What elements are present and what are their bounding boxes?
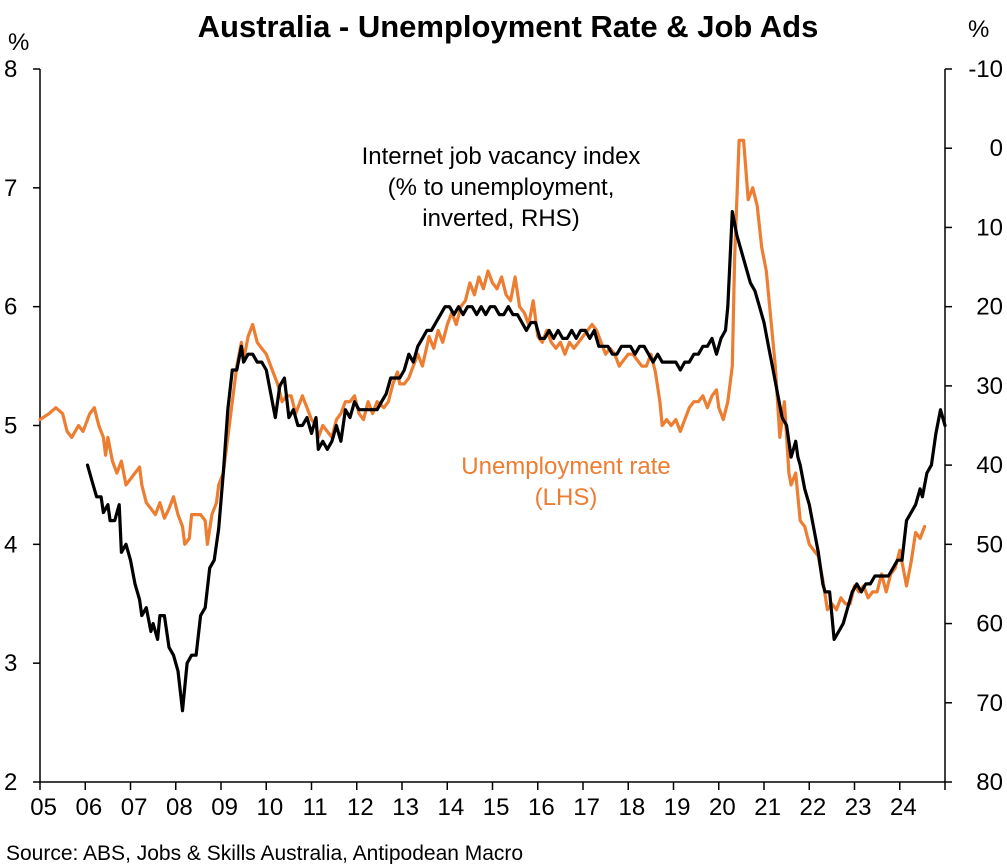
- x-tick-label: 05: [30, 794, 57, 821]
- right-tick-label: 30: [976, 373, 1003, 400]
- source-note: Source: ABS, Jobs & Skills Australia, An…: [6, 842, 523, 864]
- right-axis: -10 0 10 20 30 40 50 60 70 80: [944, 56, 1003, 796]
- x-tick-label: 17: [573, 794, 600, 821]
- right-axis-unit: %: [968, 16, 989, 43]
- x-tick-label: 11: [303, 794, 328, 821]
- series-layer: [38, 138, 947, 713]
- right-tick-label: 80: [976, 769, 1003, 796]
- left-tick-label: 4: [4, 531, 17, 558]
- left-axis-unit: %: [8, 29, 29, 56]
- x-axis: 05 06 07 08 09 10 11 12 13 14 15 16 17 18 19 20 21 22 23 24: [30, 781, 946, 821]
- x-tick-label: 18: [619, 794, 646, 821]
- x-tick-label: 19: [664, 794, 691, 821]
- x-tick-label: 21: [754, 794, 781, 821]
- x-tick-label: 15: [483, 794, 510, 821]
- right-tick-label: -10: [968, 56, 1003, 83]
- right-tick-label: 20: [976, 294, 1003, 321]
- left-tick-label: 7: [4, 175, 17, 202]
- right-tick-label: 0: [990, 135, 1003, 162]
- right-tick-label: 60: [976, 611, 1003, 638]
- x-tick-label: 20: [709, 794, 736, 821]
- right-tick-label: 50: [976, 531, 1003, 558]
- x-tick-label: 22: [800, 794, 827, 821]
- job-ads-annotation-line-3: inverted, RHS): [422, 205, 579, 232]
- job-ads-annotation: Internet job vacancy index (% to unemplo…: [362, 143, 641, 232]
- job-ads-annotation-line-2: (% to unemployment,: [388, 174, 615, 201]
- right-tick-label: 10: [976, 214, 1003, 241]
- right-tick-label: 70: [976, 690, 1003, 717]
- chart-title: Australia - Unemployment Rate & Job Ads: [198, 9, 819, 44]
- x-tick-label: 16: [528, 794, 555, 821]
- x-tick-label: 12: [347, 794, 374, 821]
- x-tick-label: 14: [438, 794, 465, 821]
- x-tick-label: 06: [76, 794, 103, 821]
- left-tick-label: 2: [4, 769, 17, 796]
- job-ads-annotation-line-1: Internet job vacancy index: [362, 143, 641, 170]
- unemployment-annotation: Unemployment rate (LHS): [461, 453, 670, 511]
- left-tick-label: 5: [4, 413, 17, 440]
- right-tick-label: 40: [976, 452, 1003, 479]
- unemployment-annotation-line-2: (LHS): [535, 484, 598, 511]
- x-tick-label: 24: [890, 794, 917, 821]
- x-tick-label: 07: [121, 794, 148, 821]
- x-tick-label: 09: [211, 794, 238, 821]
- x-tick-label: 08: [166, 794, 193, 821]
- left-tick-label: 3: [4, 650, 17, 677]
- unemployment-rate-line: [38, 138, 927, 612]
- x-tick-label: 10: [257, 794, 284, 821]
- left-tick-label: 8: [4, 56, 17, 83]
- x-tick-label: 23: [845, 794, 872, 821]
- x-tick-label: 13: [392, 794, 419, 821]
- left-tick-label: 6: [4, 294, 17, 321]
- job-vacancy-index-line: [85, 210, 947, 713]
- unemployment-annotation-line-1: Unemployment rate: [461, 453, 670, 480]
- left-axis: 2 3 4 5 6 7 8: [4, 56, 41, 796]
